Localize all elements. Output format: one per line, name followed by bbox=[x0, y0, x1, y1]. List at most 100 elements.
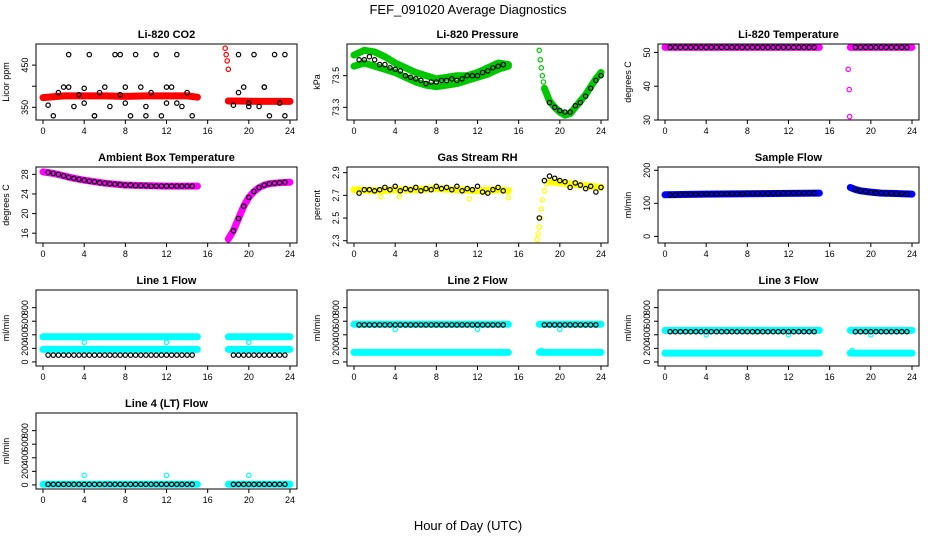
data-point-black-markers bbox=[677, 44, 684, 51]
x-tick-label: 0 bbox=[662, 372, 667, 382]
data-point-black-markers bbox=[484, 190, 491, 196]
data-point-black-markers bbox=[744, 328, 751, 335]
y-tick-label: 800 bbox=[331, 300, 341, 315]
data-point-black-markers bbox=[862, 188, 869, 195]
data-point-black-markers bbox=[392, 183, 399, 190]
data-point-black-markers bbox=[251, 481, 257, 488]
data-point-black-markers bbox=[562, 109, 568, 115]
data-point-black-markers bbox=[96, 89, 103, 96]
data-point-black-markers bbox=[158, 352, 165, 358]
data-point-black-markers bbox=[235, 51, 242, 58]
y-tick-label: 200 bbox=[642, 341, 652, 356]
data-point-black-markers bbox=[785, 44, 792, 51]
x-tick-label: 20 bbox=[555, 126, 565, 136]
data-point-black-markers bbox=[261, 352, 268, 358]
data-point-black-markers bbox=[81, 85, 88, 92]
data-point-black-markers bbox=[867, 328, 874, 335]
data-point-black-markers bbox=[667, 192, 673, 198]
data-point-black-markers bbox=[682, 44, 689, 51]
data-layer bbox=[39, 333, 294, 358]
data-point-black-markers bbox=[546, 173, 553, 179]
x-tick-label: 12 bbox=[472, 126, 482, 136]
data-point-black-markers bbox=[423, 322, 429, 328]
data-point-black-markers bbox=[122, 84, 129, 90]
data-point-black-markers bbox=[904, 191, 910, 197]
data-point-black-markers bbox=[904, 44, 910, 51]
x-tick-label: 24 bbox=[907, 372, 917, 382]
panel-7: Line 1 Flow ml/min 0 4 8 12 16 20 24 0 20040060080… bbox=[1, 275, 298, 382]
y-tick-label: 40 bbox=[642, 81, 652, 91]
x-tick-label: 12 bbox=[472, 372, 482, 382]
y-tick-label: 73.3 bbox=[331, 99, 341, 117]
data-point-black-markers bbox=[163, 100, 170, 106]
data-point-black-markers bbox=[667, 44, 673, 51]
data-point-black-markers bbox=[703, 328, 710, 335]
data-point-black-markers bbox=[86, 481, 93, 488]
data-point-black-markers bbox=[893, 328, 900, 335]
data-point-black-markers bbox=[551, 175, 558, 182]
y-tick-label: 200 bbox=[331, 341, 341, 356]
data-point-black-markers bbox=[672, 192, 679, 198]
data-layer bbox=[350, 320, 605, 356]
y-tick-label: 400 bbox=[20, 450, 30, 465]
data-point-black-markers bbox=[454, 322, 460, 328]
data-point-black-markers bbox=[361, 186, 368, 193]
x-tick-label: 24 bbox=[285, 372, 295, 382]
data-point-black-markers bbox=[240, 84, 247, 90]
x-tick-label: 16 bbox=[825, 126, 835, 136]
data-layer bbox=[39, 45, 294, 119]
data-point-black-markers bbox=[174, 183, 180, 189]
x-tick-label: 12 bbox=[161, 372, 171, 382]
data-point-black-markers bbox=[795, 44, 802, 51]
data-point-black-markers bbox=[148, 183, 154, 189]
x-tick-label: 20 bbox=[555, 249, 565, 259]
data-point-black-markers bbox=[117, 352, 124, 358]
data-point-black-markers bbox=[677, 191, 684, 198]
data-point-black-markers bbox=[888, 44, 895, 51]
data-point-black-markers bbox=[682, 328, 689, 335]
data-point-black-markers bbox=[246, 100, 252, 106]
y-tick-label: 0 bbox=[331, 359, 341, 364]
data-point-black-markers bbox=[45, 169, 51, 176]
data-point-black-markers bbox=[883, 328, 890, 335]
data-point-black-markers bbox=[551, 322, 558, 328]
data-point-yellow-outliers bbox=[538, 206, 545, 212]
data-point-black-markers bbox=[266, 113, 273, 119]
data-point-black-markers bbox=[687, 44, 694, 51]
data-point-black-markers bbox=[50, 113, 57, 119]
data-point-black-markers bbox=[366, 53, 373, 60]
data-point-black-markers bbox=[251, 51, 257, 58]
data-point-black-markers bbox=[464, 185, 471, 192]
data-point-black-markers bbox=[117, 91, 124, 98]
data-point-black-markers bbox=[734, 44, 740, 51]
data-point-black-markers bbox=[744, 44, 751, 51]
x-tick-label: 20 bbox=[244, 495, 254, 505]
data-point-black-markers bbox=[708, 328, 715, 335]
data-point-black-markers bbox=[240, 481, 247, 488]
data-point-black-markers bbox=[546, 322, 553, 328]
y-axis-label: ml/min bbox=[623, 315, 633, 342]
panel-title: Gas Stream RH bbox=[437, 152, 517, 164]
data-point-black-markers bbox=[163, 352, 170, 358]
data-point-black-markers bbox=[168, 183, 175, 189]
data-point-black-markers bbox=[174, 51, 180, 58]
data-layer bbox=[661, 326, 916, 357]
panel-5: Gas Stream RH percent 0 4 8 12 16 20 24 2.3 2.5 2.7… bbox=[312, 152, 609, 259]
data-point-black-markers bbox=[138, 481, 144, 488]
data-point-cyan-outliers bbox=[867, 331, 874, 338]
x-tick-label: 8 bbox=[434, 249, 439, 259]
data-point-black-markers bbox=[780, 190, 787, 196]
data-point-black-markers bbox=[102, 481, 108, 488]
data-point-black-markers bbox=[96, 481, 103, 488]
data-point-black-markers bbox=[806, 328, 812, 335]
series-band-magenta-fill bbox=[224, 178, 294, 243]
x-tick-label: 24 bbox=[285, 126, 295, 136]
data-point-black-markers bbox=[158, 183, 165, 189]
data-point-black-markers bbox=[271, 352, 278, 358]
data-point-black-markers bbox=[780, 44, 787, 51]
data-point-black-markers bbox=[562, 178, 568, 185]
data-point-black-markers bbox=[382, 184, 388, 191]
data-point-black-markers bbox=[240, 203, 247, 210]
x-tick-label: 4 bbox=[82, 126, 87, 136]
y-tick-label: 400 bbox=[20, 327, 30, 342]
